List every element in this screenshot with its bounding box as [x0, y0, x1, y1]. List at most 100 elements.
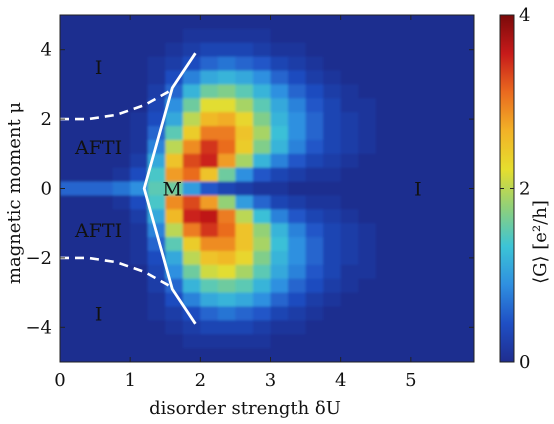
heatmap-cell [428, 334, 447, 349]
heatmap-cell [375, 84, 394, 99]
heatmap-cell [95, 264, 114, 280]
heatmap-cell [323, 181, 342, 197]
heatmap-cell [270, 209, 289, 224]
heatmap-cell [77, 209, 96, 224]
heatmap-cell [95, 223, 114, 238]
heatmap-cell [428, 42, 447, 58]
heatmap-cell [182, 98, 201, 113]
heatmap-cell [410, 42, 429, 58]
heatmap-cell [252, 320, 272, 335]
heatmap-cell [270, 195, 289, 210]
heatmap-cell [323, 167, 342, 183]
y-tick-label: 2 [41, 109, 52, 130]
heatmap-cell [217, 153, 237, 169]
heatmap-cell [95, 70, 114, 85]
heatmap-cell [445, 28, 465, 44]
heatmap-cell [375, 264, 394, 280]
heatmap-cell [130, 28, 149, 44]
heatmap-cell [235, 153, 254, 169]
heatmap-cell [340, 28, 359, 44]
heatmap-cell [77, 126, 96, 141]
heatmap-cell [252, 70, 272, 85]
heatmap-cell [147, 70, 166, 85]
heatmap-cell [130, 84, 149, 99]
heatmap-cell [235, 195, 254, 210]
heatmap-cell [375, 334, 394, 349]
heatmap-cell [358, 15, 377, 30]
heatmap-cell [410, 278, 429, 294]
heatmap-cell [288, 348, 307, 362]
heatmap-cell [200, 84, 219, 99]
heatmap-cell [60, 306, 79, 321]
heatmap-cell [410, 139, 429, 155]
heatmap-cell [77, 278, 96, 294]
heatmap-cell [305, 237, 324, 252]
heatmap-cell [323, 348, 342, 362]
heatmap-cell [445, 181, 465, 197]
heatmap-cell [463, 195, 474, 210]
heatmap-cell [77, 250, 96, 266]
heatmap-cell [463, 348, 474, 362]
heatmap-cell [270, 70, 289, 85]
heatmap-cell [165, 28, 184, 44]
heatmap-cell [288, 56, 307, 72]
heatmap-cell [445, 348, 465, 362]
heatmap-cell [270, 153, 289, 169]
heatmap-cell [358, 70, 377, 85]
heatmap-cell [77, 223, 96, 238]
heatmap-cell [428, 84, 447, 99]
heatmap-cell [323, 278, 342, 294]
heatmap-cell [323, 195, 342, 210]
heatmap-cell [393, 334, 412, 349]
heatmap-cell [305, 126, 324, 141]
heatmap-cell [358, 167, 377, 183]
heatmap-cell [130, 264, 149, 280]
heatmap-cell [428, 56, 447, 72]
heatmap-cell [393, 167, 412, 183]
heatmap-cell [235, 139, 254, 155]
heatmap-cell [393, 28, 412, 44]
heatmap-cell [200, 153, 219, 169]
heatmap-cell [340, 98, 359, 113]
heatmap-cell [445, 292, 465, 308]
heatmap-cell [165, 334, 184, 349]
heatmap-cell [305, 167, 324, 183]
heatmap-cell [428, 15, 447, 30]
heatmap-cell [358, 264, 377, 280]
heatmap-cell [340, 15, 359, 30]
heatmap-cell [358, 42, 377, 58]
heatmap-cell [77, 348, 96, 362]
heatmap-cell [200, 292, 219, 308]
heatmap-cell [445, 306, 465, 321]
heatmap-cell [288, 264, 307, 280]
heatmap-cell [252, 139, 272, 155]
heatmap-cell [182, 15, 201, 30]
heatmap-cell [165, 139, 184, 155]
heatmap-cell [130, 15, 149, 30]
heatmap-cell [305, 98, 324, 113]
heatmap-cell [235, 84, 254, 99]
heatmap-cell [410, 126, 429, 141]
region-label-m: M [163, 179, 182, 201]
heatmap-cell [270, 112, 289, 127]
heatmap-cell [445, 195, 465, 210]
heatmap-cell [445, 223, 465, 238]
heatmap-cell [130, 126, 149, 141]
heatmap-cell [182, 209, 201, 224]
heatmap-cell [340, 42, 359, 58]
heatmap-cell [200, 237, 219, 252]
heatmap-cell [445, 126, 465, 141]
heatmap-cell [217, 84, 237, 99]
heatmap-cell [200, 348, 219, 362]
heatmap-cell [410, 306, 429, 321]
heatmap-cell [445, 167, 465, 183]
heatmap-cell [323, 334, 342, 349]
heatmap-cell [60, 126, 79, 141]
heatmap-cell [305, 42, 324, 58]
x-tick-label: 4 [335, 370, 346, 391]
heatmap-cell [252, 250, 272, 266]
heatmap-cell [217, 28, 237, 44]
heatmap-cell [235, 181, 254, 197]
heatmap-cell [217, 348, 237, 362]
colorbar-tick-label: 0 [519, 352, 530, 373]
